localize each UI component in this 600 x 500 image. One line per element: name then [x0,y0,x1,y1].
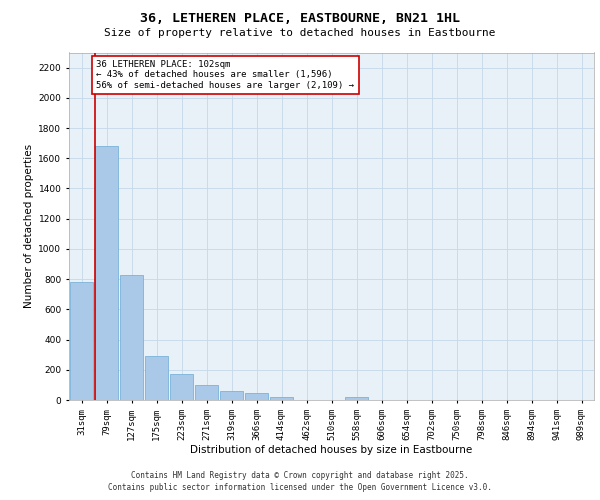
Bar [345,398,368,400]
Text: Contains HM Land Registry data © Crown copyright and database right 2025.
Contai: Contains HM Land Registry data © Crown c… [108,471,492,492]
Bar [270,398,293,400]
Text: 36 LETHEREN PLACE: 102sqm
← 43% of detached houses are smaller (1,596)
56% of se: 36 LETHEREN PLACE: 102sqm ← 43% of detac… [97,60,355,90]
Bar [170,374,193,400]
Bar [195,385,218,400]
Bar [220,391,243,400]
X-axis label: Distribution of detached houses by size in Eastbourne: Distribution of detached houses by size … [190,446,473,456]
Text: 36, LETHEREN PLACE, EASTBOURNE, BN21 1HL: 36, LETHEREN PLACE, EASTBOURNE, BN21 1HL [140,12,460,26]
Bar [145,356,168,400]
Text: Size of property relative to detached houses in Eastbourne: Size of property relative to detached ho… [104,28,496,38]
Bar [95,146,118,400]
Bar [70,282,93,400]
Y-axis label: Number of detached properties: Number of detached properties [24,144,34,308]
Bar [120,274,143,400]
Bar [245,393,268,400]
